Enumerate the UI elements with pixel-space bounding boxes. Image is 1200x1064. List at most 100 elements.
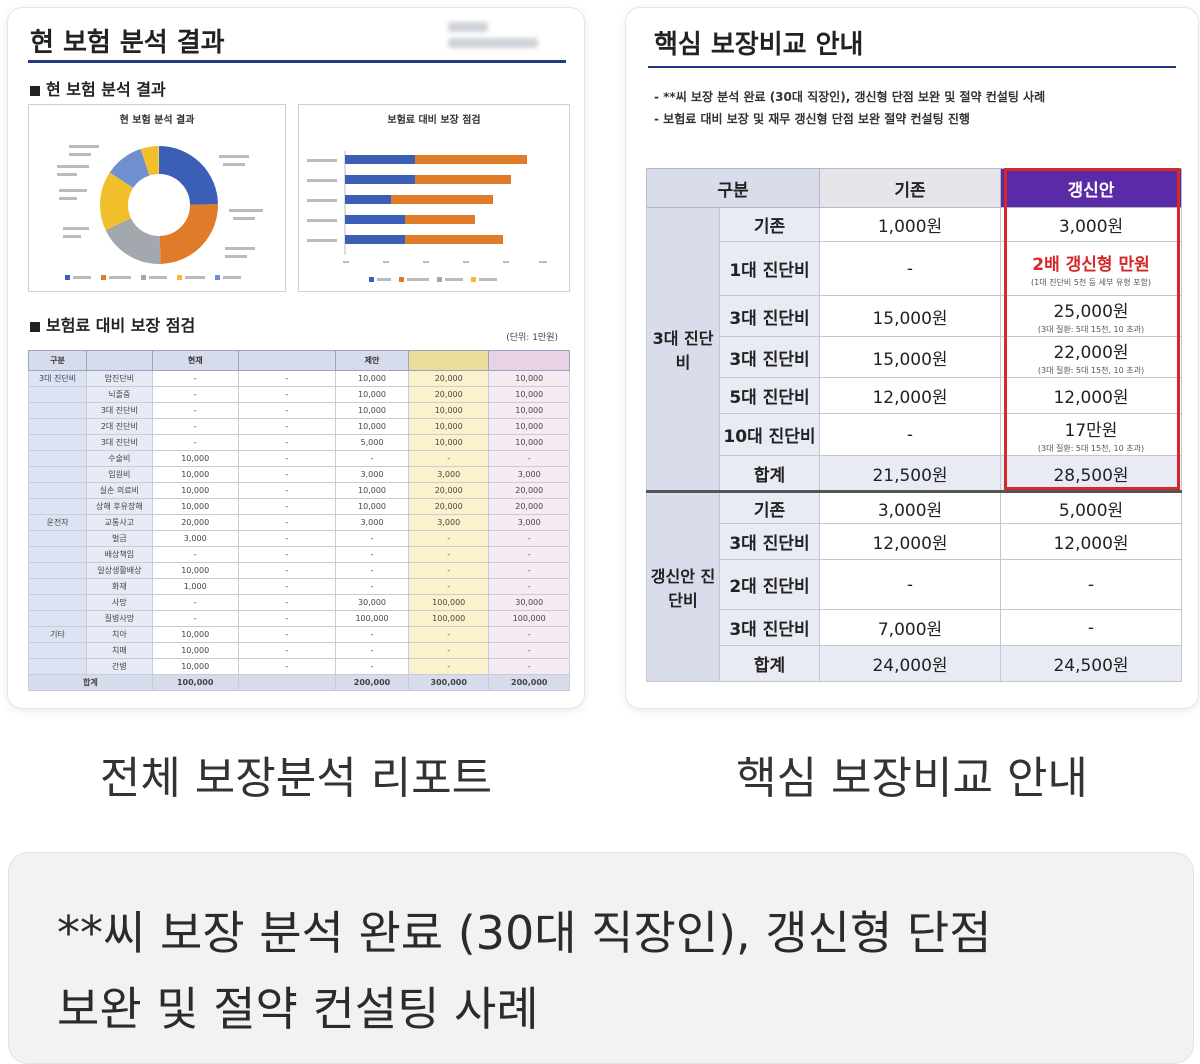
table-cell: 300,000 [407, 674, 490, 691]
base-value: 12,000원 [819, 523, 1001, 560]
table-row: 실손 의료비 10,000-10,000 20,000 20,000 [27, 482, 570, 499]
table-cell: - [488, 642, 570, 659]
table-cell: 30,000 [335, 594, 409, 611]
table-row: 입원비 10,000-3,000 3,000 3,000 [27, 466, 570, 483]
table-cell: 3,000 [407, 514, 490, 531]
table-cell: 200,000 [335, 674, 409, 691]
report-title: 현 보험 분석 결과 [30, 28, 225, 58]
table-cell: 10,000 [335, 386, 409, 403]
new-value-cell: 28,500원 [1000, 455, 1182, 492]
base-value: 12,000원 [819, 377, 1001, 414]
table-cell: 질병사망 [86, 610, 153, 627]
table-cell: - [237, 402, 337, 419]
table-cell: 3대 진단비 [86, 434, 153, 451]
table-cell: 10,000 [151, 562, 239, 579]
table-cell: - [151, 418, 239, 435]
table-cell: 운전자 [27, 514, 88, 531]
table-cell: - [335, 530, 409, 547]
table-cell: - [237, 578, 337, 595]
compare-row: 3대 진단비 15,000원 22,000원 (3대 질환: 5대 15천, 10 초… [647, 336, 1182, 378]
table-cell: - [151, 386, 239, 403]
table-cell: - [407, 642, 490, 659]
table-cell: 10,000 [335, 482, 409, 499]
table-cell: - [335, 546, 409, 563]
table-cell: - [237, 642, 337, 659]
new-value: 22,000원 [1053, 343, 1129, 363]
bar-chart-title: 보험료 대비 보장 점검 [387, 115, 481, 126]
table-cell: - [237, 562, 337, 579]
table-cell: 20,000 [407, 498, 490, 515]
table-cell: - [237, 418, 337, 435]
new-value-note: (3대 질환: 5대 15천, 10 초과) [1037, 366, 1145, 375]
table-cell: 10,000 [488, 370, 570, 387]
table-cell [237, 674, 337, 691]
caption-right: 핵심 보장비교 안내 [736, 753, 1088, 804]
table-cell: - [488, 450, 570, 467]
new-value-cell: 2배 갱신형 만원 (1대 진단비 5천 등 세부 유형 포함) [1000, 241, 1182, 296]
table-cell: - [335, 450, 409, 467]
table-cell: - [237, 658, 337, 675]
caption-left: 전체 보장분석 리포트 [99, 753, 493, 804]
new-value: 5,000원 [1000, 491, 1182, 524]
table-cell [27, 450, 88, 467]
table-cell: 교통사고 [86, 514, 153, 531]
item-label: 3대 진단비 [719, 523, 820, 560]
table-cell [27, 498, 88, 515]
table-cell [27, 402, 88, 419]
table-cell: 10,000 [151, 450, 239, 467]
compare-row: 3대 진단비 7,000원 - [647, 609, 1182, 646]
table-cell: - [237, 498, 337, 515]
table-cell [27, 594, 88, 611]
table-cell [27, 642, 88, 659]
table-cell [27, 658, 88, 675]
table-cell: 합계 [28, 674, 153, 691]
table-cell: 20,000 [151, 514, 239, 531]
table-cell: - [335, 562, 409, 579]
base-value: - [819, 559, 1001, 610]
table-row: 3대 진단비 암진단비 - -10,000 20,000 10,000 [27, 370, 570, 387]
table-cell [27, 482, 88, 499]
table-cell: 100,000 [335, 610, 409, 627]
table-cell: - [407, 450, 490, 467]
title-divider [28, 60, 566, 63]
donut-chart-title: 현 보험 분석 결과 [119, 115, 195, 126]
core-coverage-compare-card: 핵심 보장비교 안내 - **씨 보장 분석 완료 (30대 직장인), 갱신형… [626, 8, 1198, 708]
section-analysis-title: 현 보험 분석 결과 [30, 76, 166, 100]
new-value: 12,000원 [1000, 523, 1182, 560]
table-cell: - [407, 530, 490, 547]
new-value-cell: 12,000원 [1000, 377, 1182, 414]
col-header: 현재 [151, 350, 239, 371]
compare-row: 10대 진단비 - 17만원 (3대 질환: 5대 15천, 10 초과) [647, 413, 1182, 456]
table-row: 기타 치아 10,000- - - - [27, 626, 570, 643]
new-value-cell: 3,000원 [1000, 207, 1182, 242]
table-row: 일상생활배상 10,000- - - - [27, 562, 570, 579]
new-value: 17만원 [1064, 420, 1118, 441]
table-cell: - [237, 450, 337, 467]
table-cell: 10,000 [488, 386, 570, 403]
table-cell: 10,000 [488, 402, 570, 419]
table-cell: 뇌졸중 [86, 386, 153, 403]
table-cell: 사망 [86, 594, 153, 611]
compare-row: 갱신안 진단비 기존 3,000원 5,000원 [646, 491, 1182, 682]
table-cell: 10,000 [151, 658, 239, 675]
table-cell: 10,000 [151, 642, 239, 659]
col-header [86, 350, 153, 371]
summary-line-2: 보완 및 절약 컨설팅 사례 [57, 982, 539, 1036]
table-cell: 100,000 [151, 674, 239, 691]
table-cell: 화재 [86, 578, 153, 595]
table-cell: 10,000 [488, 418, 570, 435]
table-cell: 5,000 [335, 434, 409, 451]
table-cell: - [335, 578, 409, 595]
table-cell [27, 610, 88, 627]
table-cell: 10,000 [151, 482, 239, 499]
table-cell: - [237, 626, 337, 643]
base-value: 7,000원 [819, 609, 1001, 646]
table-cell: 20,000 [488, 482, 570, 499]
table-row: 3대 진단비 - -5,000 10,000 10,000 [27, 434, 570, 451]
table-cell [27, 386, 88, 403]
coverage-table: 구분 현재 제안 3대 진단비 암진단비 - -10,000 20,000 10,000 뇌… [27, 350, 570, 691]
table-cell: - [151, 402, 239, 419]
table-cell: 3,000 [488, 466, 570, 483]
table-cell: - [237, 434, 337, 451]
item-label: 3대 진단비 [719, 295, 820, 337]
